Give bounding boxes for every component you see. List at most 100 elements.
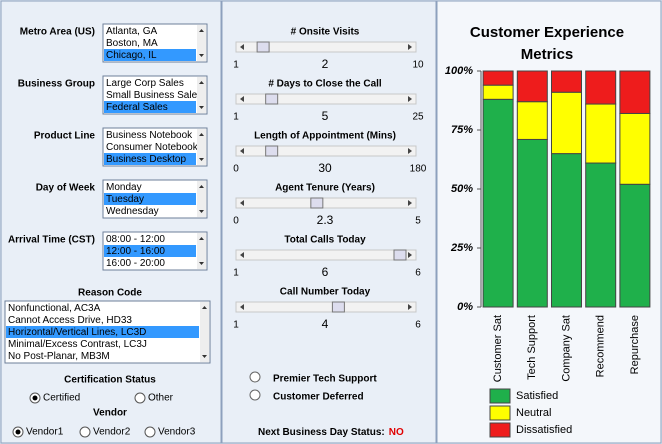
list-option[interactable]: Chicago, IL (106, 50, 157, 61)
slider-label: # Days to Close the Call (268, 79, 382, 90)
slider-left[interactable] (240, 252, 244, 258)
slider-min: 1 (233, 112, 239, 123)
list-option[interactable]: Minimal/Excess Contrast, LC3J (8, 339, 147, 350)
slider-right[interactable] (408, 304, 412, 310)
scroll-up[interactable] (199, 185, 204, 188)
slider-label: # Onsite Visits (291, 27, 360, 38)
slider-thumb[interactable] (310, 197, 324, 209)
scrollbar (197, 77, 206, 113)
scroll-down[interactable] (199, 210, 204, 213)
option-label[interactable]: Customer Deferred (273, 392, 364, 403)
slider-thumb[interactable] (256, 41, 270, 53)
slider-max: 10 (412, 60, 424, 71)
list-option[interactable]: Nonfunctional, AC3A (8, 303, 101, 314)
list-option[interactable]: Federal Sales (106, 102, 168, 113)
slider-panel (221, 0, 437, 444)
bar-segment (585, 162, 617, 308)
list-option[interactable]: Large Corp Sales (106, 78, 184, 89)
slider-right[interactable] (408, 44, 412, 50)
scroll-down[interactable] (202, 355, 207, 358)
slider-max: 180 (410, 164, 427, 175)
scroll-down[interactable] (199, 106, 204, 109)
y-tick-label: 0% (457, 301, 473, 313)
slider-left[interactable] (240, 96, 244, 102)
list-option[interactable]: Small Business Sales (106, 90, 202, 101)
selected-row (104, 193, 196, 205)
list-option[interactable]: 08:00 - 12:00 (106, 234, 165, 245)
radio-label[interactable]: Other (148, 393, 174, 404)
radio[interactable] (79, 426, 91, 438)
radio-label[interactable]: Vendor3 (158, 427, 196, 438)
slider-right[interactable] (408, 252, 412, 258)
slider-left[interactable] (240, 200, 244, 206)
slider-max: 6 (415, 320, 421, 331)
list-option[interactable]: Wednesday (106, 206, 159, 217)
slider-min: 0 (233, 216, 239, 227)
slider-thumb[interactable] (265, 145, 279, 157)
radio[interactable] (134, 392, 146, 404)
scroll-down[interactable] (199, 54, 204, 57)
slider-track (235, 41, 417, 53)
scroll-down[interactable] (199, 262, 204, 265)
slider-value: 30 (318, 161, 332, 175)
list-option[interactable]: Business Desktop (106, 154, 186, 165)
list-option[interactable]: Horizontal/Vertical Lines, LC3D (8, 327, 146, 338)
scroll-up[interactable] (199, 237, 204, 240)
scrollbar (197, 233, 206, 269)
slider-thumb[interactable] (265, 93, 279, 105)
legend-swatch (489, 388, 511, 404)
slider-left[interactable] (240, 304, 244, 310)
vendor-label: Vendor (93, 408, 127, 419)
filter-label: Arrival Time (CST) (8, 235, 95, 246)
option-label[interactable]: Premier Tech Support (273, 374, 377, 385)
slider-value: 4 (322, 317, 329, 331)
status: Next Business Day Status: NO (258, 427, 404, 438)
list-option[interactable]: Tuesday (106, 194, 144, 205)
scrollbar (197, 25, 206, 61)
y-tick-label: 100% (445, 65, 473, 77)
slider-min: 1 (233, 320, 239, 331)
list-option[interactable]: No Post-Planar, MB3M (8, 351, 110, 362)
bar-segment (619, 70, 651, 114)
list-option[interactable]: Cannot Access Drive, HD33 (8, 315, 132, 326)
slider-left[interactable] (240, 44, 244, 50)
scroll-up[interactable] (199, 29, 204, 32)
y-tick-label: 50% (451, 183, 473, 195)
filter-panel (0, 0, 222, 444)
slider-value: 2 (322, 57, 329, 71)
slider-thumb[interactable] (331, 301, 345, 313)
slider-right[interactable] (408, 200, 412, 206)
slider-right[interactable] (408, 96, 412, 102)
bar-segment (551, 153, 582, 308)
scroll-up[interactable] (199, 81, 204, 84)
radio-label[interactable]: Certified (43, 393, 80, 404)
radio[interactable] (144, 426, 156, 438)
slider-right[interactable] (408, 148, 412, 154)
scroll-up[interactable] (199, 133, 204, 136)
list-option[interactable]: Consumer Notebook (106, 142, 199, 153)
scroll-down[interactable] (199, 158, 204, 161)
slider-thumb[interactable] (393, 249, 407, 261)
bar-segment (585, 70, 617, 105)
radio-label[interactable]: Vendor1 (26, 427, 64, 438)
option-circle[interactable] (249, 389, 261, 401)
slider-left[interactable] (240, 148, 244, 154)
list-option[interactable]: 16:00 - 20:00 (106, 258, 165, 269)
slider-value: 2.3 (317, 213, 334, 227)
slider-min: 0 (233, 164, 239, 175)
legend-label: Satisfied (516, 390, 558, 402)
option-circle[interactable] (249, 371, 261, 383)
list-option[interactable]: Business Notebook (106, 130, 193, 141)
selected-row (104, 245, 196, 257)
scroll-up[interactable] (202, 306, 207, 309)
list-option[interactable]: 12:00 - 16:00 (106, 246, 165, 257)
reason-label: Reason Code (78, 288, 142, 299)
radio-dot (15, 429, 21, 435)
list-option[interactable]: Boston, MA (106, 38, 158, 49)
list-option[interactable]: Monday (106, 182, 142, 193)
cert-label: Certification Status (64, 375, 156, 386)
radio-label[interactable]: Vendor2 (93, 427, 131, 438)
list-option[interactable]: Atlanta, GA (106, 26, 157, 37)
bar-segment (516, 138, 548, 308)
bar-segment (619, 112, 651, 185)
